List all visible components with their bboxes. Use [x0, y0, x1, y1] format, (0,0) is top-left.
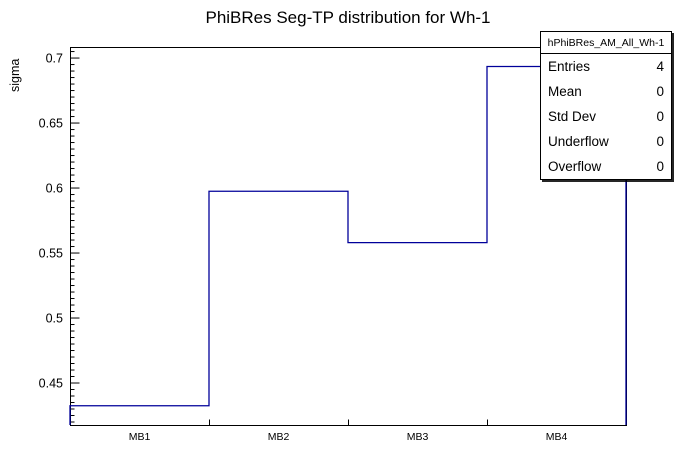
- stats-row-entries: Entries 4: [541, 54, 671, 79]
- stats-value-mean: 0: [656, 84, 664, 99]
- stats-row-underflow: Underflow 0: [541, 129, 671, 154]
- y-axis-title: sigma: [8, 59, 22, 92]
- stats-value-underflow: 0: [656, 134, 664, 149]
- x-bin-label: MB3: [407, 431, 429, 443]
- stats-value-stddev: 0: [656, 109, 664, 124]
- y-tick-label: 0.45: [39, 377, 63, 391]
- x-bin-label: MB4: [546, 431, 568, 443]
- stats-box-title: hPhiBRes_AM_All_Wh-1: [541, 32, 671, 54]
- y-tick-label: 0.6: [46, 182, 63, 196]
- stats-box: hPhiBRes_AM_All_Wh-1 Entries 4 Mean 0 St…: [540, 31, 672, 180]
- stats-row-overflow: Overflow 0: [541, 154, 671, 179]
- stats-value-overflow: 0: [656, 159, 664, 174]
- stats-row-mean: Mean 0: [541, 79, 671, 104]
- x-bin-label: MB2: [268, 431, 290, 443]
- stats-value-entries: 4: [656, 59, 664, 74]
- chart-title: PhiBRes Seg-TP distribution for Wh-1: [205, 8, 491, 27]
- stats-label-stddev: Std Dev: [548, 109, 597, 124]
- stats-row-stddev: Std Dev 0: [541, 104, 671, 129]
- y-tick-label: 0.55: [39, 247, 63, 261]
- stats-label-mean: Mean: [548, 84, 582, 99]
- stats-label-overflow: Overflow: [548, 159, 602, 174]
- stats-label-entries: Entries: [548, 59, 591, 74]
- y-tick-label: 0.7: [46, 52, 63, 66]
- y-tick-label: 0.65: [39, 117, 63, 131]
- x-bin-label: MB1: [129, 431, 151, 443]
- y-tick-label: 0.5: [46, 312, 63, 326]
- stats-label-underflow: Underflow: [548, 134, 609, 149]
